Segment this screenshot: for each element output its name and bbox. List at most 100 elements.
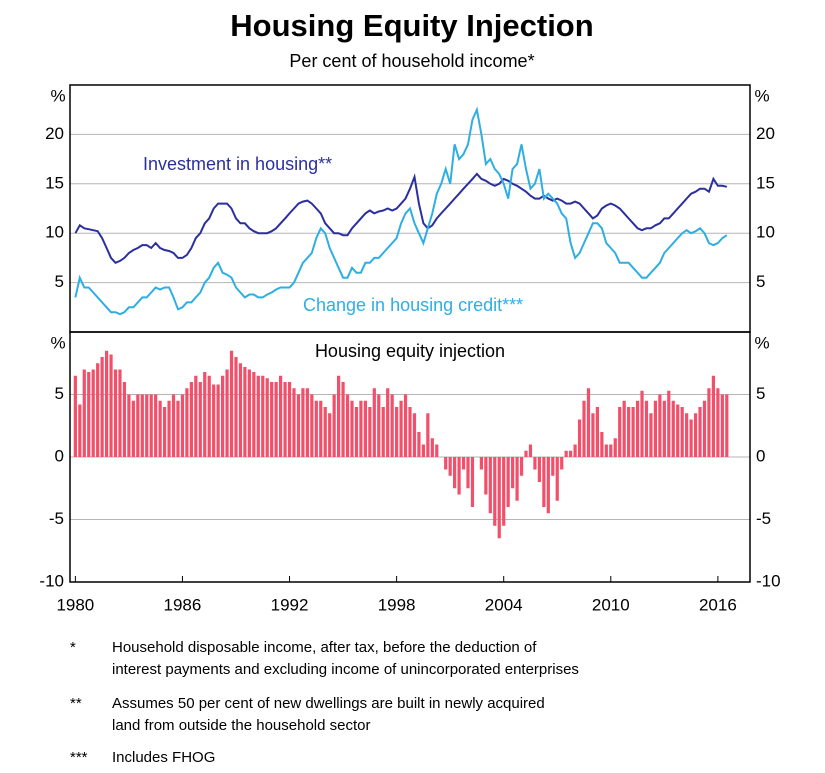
series-line — [74, 106, 728, 316]
bar — [136, 394, 140, 457]
bar — [555, 457, 559, 501]
x-tick-label: 2016 — [699, 595, 737, 614]
bar — [515, 457, 519, 501]
y2-tick-label: 10 — [756, 223, 775, 242]
y-tick-label: 5 — [55, 272, 64, 291]
bar — [104, 350, 109, 457]
bar — [484, 457, 488, 495]
bar — [185, 388, 189, 457]
bar — [220, 375, 225, 457]
series-line — [74, 172, 728, 264]
bar — [573, 444, 577, 457]
bar — [73, 375, 77, 457]
bar — [595, 407, 600, 457]
footnote-marker: *** — [70, 749, 88, 766]
bar — [604, 444, 608, 457]
bar — [444, 457, 448, 470]
bar — [78, 404, 82, 457]
bar — [479, 457, 483, 470]
x-tick-label: 2010 — [592, 595, 630, 614]
bar — [613, 438, 617, 457]
bar — [314, 400, 318, 457]
bar — [622, 400, 626, 457]
y-tick-label: 0 — [55, 446, 64, 465]
bar — [711, 375, 716, 457]
bar — [488, 457, 492, 514]
bar — [354, 407, 359, 457]
y2-tick-label: 15 — [756, 173, 775, 192]
y-tick-label: 5 — [55, 384, 64, 403]
bar — [261, 375, 265, 457]
bar — [577, 419, 582, 457]
bar — [551, 457, 555, 476]
y-tick-label: 10 — [45, 223, 64, 242]
bar — [390, 394, 394, 457]
x-tick-label: 1992 — [271, 595, 309, 614]
y-unit: % — [50, 333, 65, 352]
footnote-text: Household disposable income, after tax, … — [112, 639, 537, 656]
y2-tick-label: 20 — [756, 124, 775, 143]
bar — [412, 413, 417, 457]
bar — [693, 413, 698, 457]
bar — [542, 457, 546, 507]
bar — [653, 400, 658, 457]
bar — [203, 372, 207, 457]
footnote-text: Assumes 50 per cent of new dwellings are… — [112, 695, 545, 712]
bar — [640, 390, 644, 457]
y2-tick-label: -10 — [756, 571, 781, 590]
bar — [502, 457, 506, 526]
bar — [685, 413, 689, 457]
bar — [676, 404, 680, 457]
bar — [399, 400, 403, 457]
bar — [448, 457, 452, 476]
bar — [635, 400, 640, 457]
bar — [216, 384, 220, 457]
bar — [457, 457, 461, 495]
bar — [560, 457, 564, 470]
bar — [609, 444, 613, 457]
bar — [207, 375, 211, 457]
bar — [180, 394, 185, 457]
series-label: Investment in housing** — [143, 154, 332, 174]
x-tick-label: 1998 — [378, 595, 416, 614]
bar — [149, 394, 153, 457]
bar — [252, 372, 256, 457]
bar — [265, 378, 269, 457]
bar — [707, 388, 711, 457]
bar — [198, 382, 202, 457]
bar — [82, 369, 86, 457]
bar — [720, 394, 724, 457]
bar — [631, 407, 635, 457]
bar — [341, 382, 345, 457]
footnote-text: interest payments and excluding income o… — [112, 661, 579, 678]
bar — [716, 388, 720, 457]
bar — [332, 394, 336, 457]
y-tick-label: -5 — [49, 509, 64, 528]
bar — [127, 394, 131, 457]
footnote-text: Includes FHOG — [112, 749, 215, 766]
bar — [310, 394, 314, 457]
footnote-marker: * — [70, 639, 76, 656]
bar — [421, 444, 425, 457]
bar — [238, 363, 243, 457]
bar — [122, 382, 127, 457]
bar — [395, 407, 399, 457]
bar — [109, 354, 113, 457]
bar — [537, 457, 542, 482]
y-tick-label: -10 — [39, 571, 64, 590]
bar — [145, 394, 149, 457]
bar — [296, 394, 301, 457]
bar — [453, 457, 457, 489]
bar — [167, 400, 171, 457]
y2-tick-label: 0 — [756, 446, 765, 465]
bar — [118, 369, 122, 457]
bar — [328, 413, 332, 457]
bar — [627, 407, 631, 457]
bar — [698, 407, 702, 457]
y2-tick-label: 5 — [756, 384, 765, 403]
bar — [702, 400, 707, 457]
bar — [234, 357, 238, 457]
bar — [582, 400, 586, 457]
bar — [359, 400, 363, 457]
footnote-text: land from outside the household sector — [112, 717, 371, 734]
